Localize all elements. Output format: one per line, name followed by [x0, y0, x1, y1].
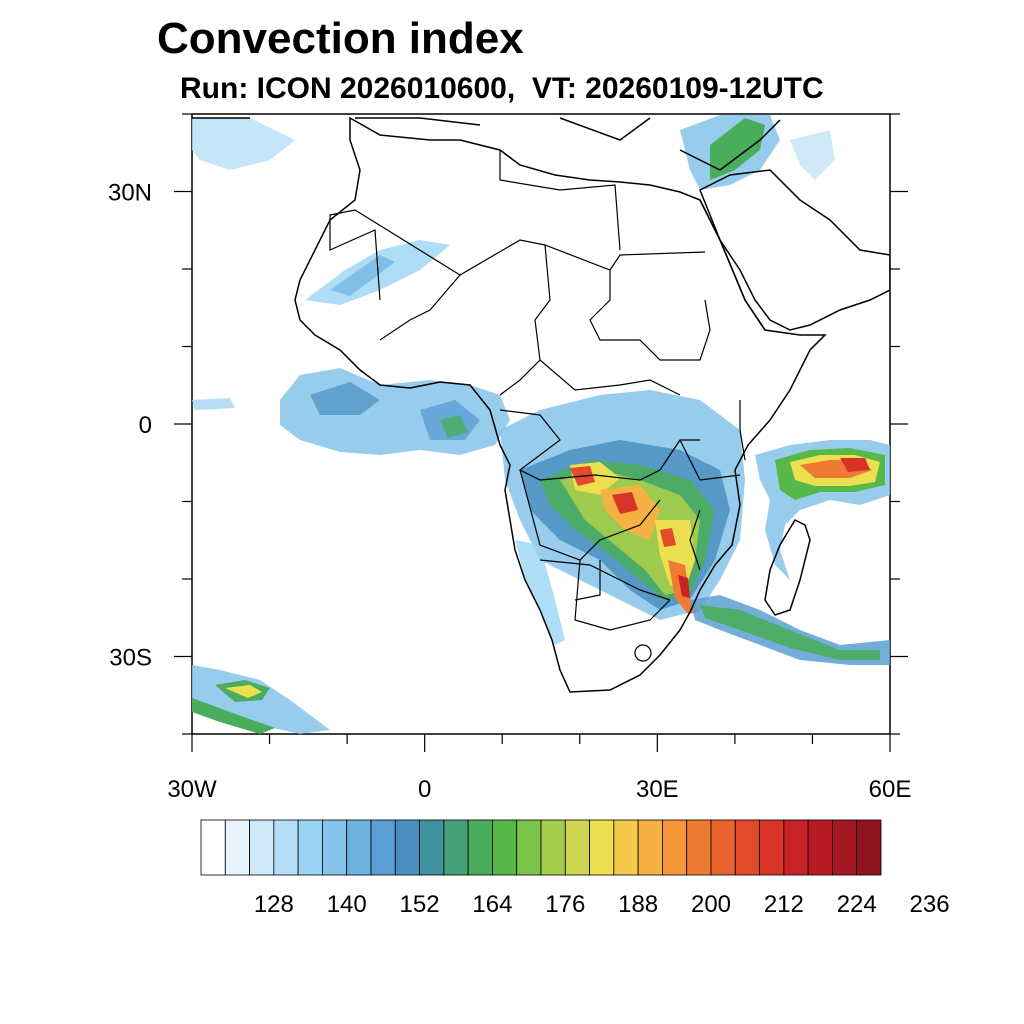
y-tick-label: 0 [139, 412, 152, 439]
x-tick-label: 60E [869, 776, 912, 803]
colorbar-swatch [564, 819, 590, 876]
colorbar-swatch [832, 819, 858, 876]
colorbar-swatch [443, 819, 469, 876]
colorbar-swatch [467, 819, 493, 876]
colorbar-label: 128 [254, 891, 294, 918]
colorbar-swatch [710, 819, 736, 876]
colorbar-swatch [759, 819, 785, 876]
colorbar-swatch [613, 819, 639, 876]
colorbar-swatch [589, 819, 615, 876]
colorbar-label: 176 [545, 891, 585, 918]
colorbar-label: 152 [400, 891, 440, 918]
lesotho-border [634, 644, 652, 662]
colorbar-swatch [686, 819, 712, 876]
colorbar-swatch [516, 819, 542, 876]
colorbar-swatch [370, 819, 396, 876]
colorbar-swatch [492, 819, 518, 876]
axis-ticks: 30W 0 30E 60E 30N 0 30S [108, 113, 912, 803]
y-tick-label: 30N [108, 180, 152, 207]
colorbar-swatch [540, 819, 566, 876]
colorbar-swatch [322, 819, 348, 876]
convection-field [192, 115, 890, 734]
colorbar-label: 236 [910, 891, 950, 918]
colorbar-label: 188 [618, 891, 658, 918]
colorbar-swatch [783, 819, 809, 876]
colorbar-swatch [297, 819, 323, 876]
colorbar-swatch [637, 819, 663, 876]
colorbar-swatch [249, 819, 275, 876]
colorbar: 128 140 152 164 176 188 200 212 224 236 [200, 819, 950, 918]
colorbar-swatch [734, 819, 760, 876]
colorbar-swatch [856, 819, 882, 876]
colorbar-swatch [200, 819, 226, 876]
y-tick-label: 30S [109, 645, 152, 672]
colorbar-swatch [394, 819, 420, 876]
colorbar-swatch [224, 819, 250, 876]
colorbar-label: 212 [764, 891, 804, 918]
x-tick-label: 0 [418, 776, 431, 803]
chart-subtitle: Run: ICON 2026010600, VT: 20260109-12UTC [180, 72, 824, 105]
colorbar-swatch [419, 819, 445, 876]
colorbar-swatch [273, 819, 299, 876]
chart-title: Convection index [157, 14, 524, 63]
colorbar-swatch [662, 819, 688, 876]
x-tick-label: 30W [167, 776, 217, 803]
colorbar-label: 200 [691, 891, 731, 918]
country-borders [329, 150, 746, 631]
coastlines [192, 116, 890, 693]
colorbar-swatch [807, 819, 833, 876]
colorbar-label: 164 [472, 891, 512, 918]
colorbar-label: 224 [837, 891, 877, 918]
colorbar-label: 140 [327, 891, 367, 918]
colorbar-swatch [346, 819, 372, 876]
x-tick-label: 30E [636, 776, 679, 803]
